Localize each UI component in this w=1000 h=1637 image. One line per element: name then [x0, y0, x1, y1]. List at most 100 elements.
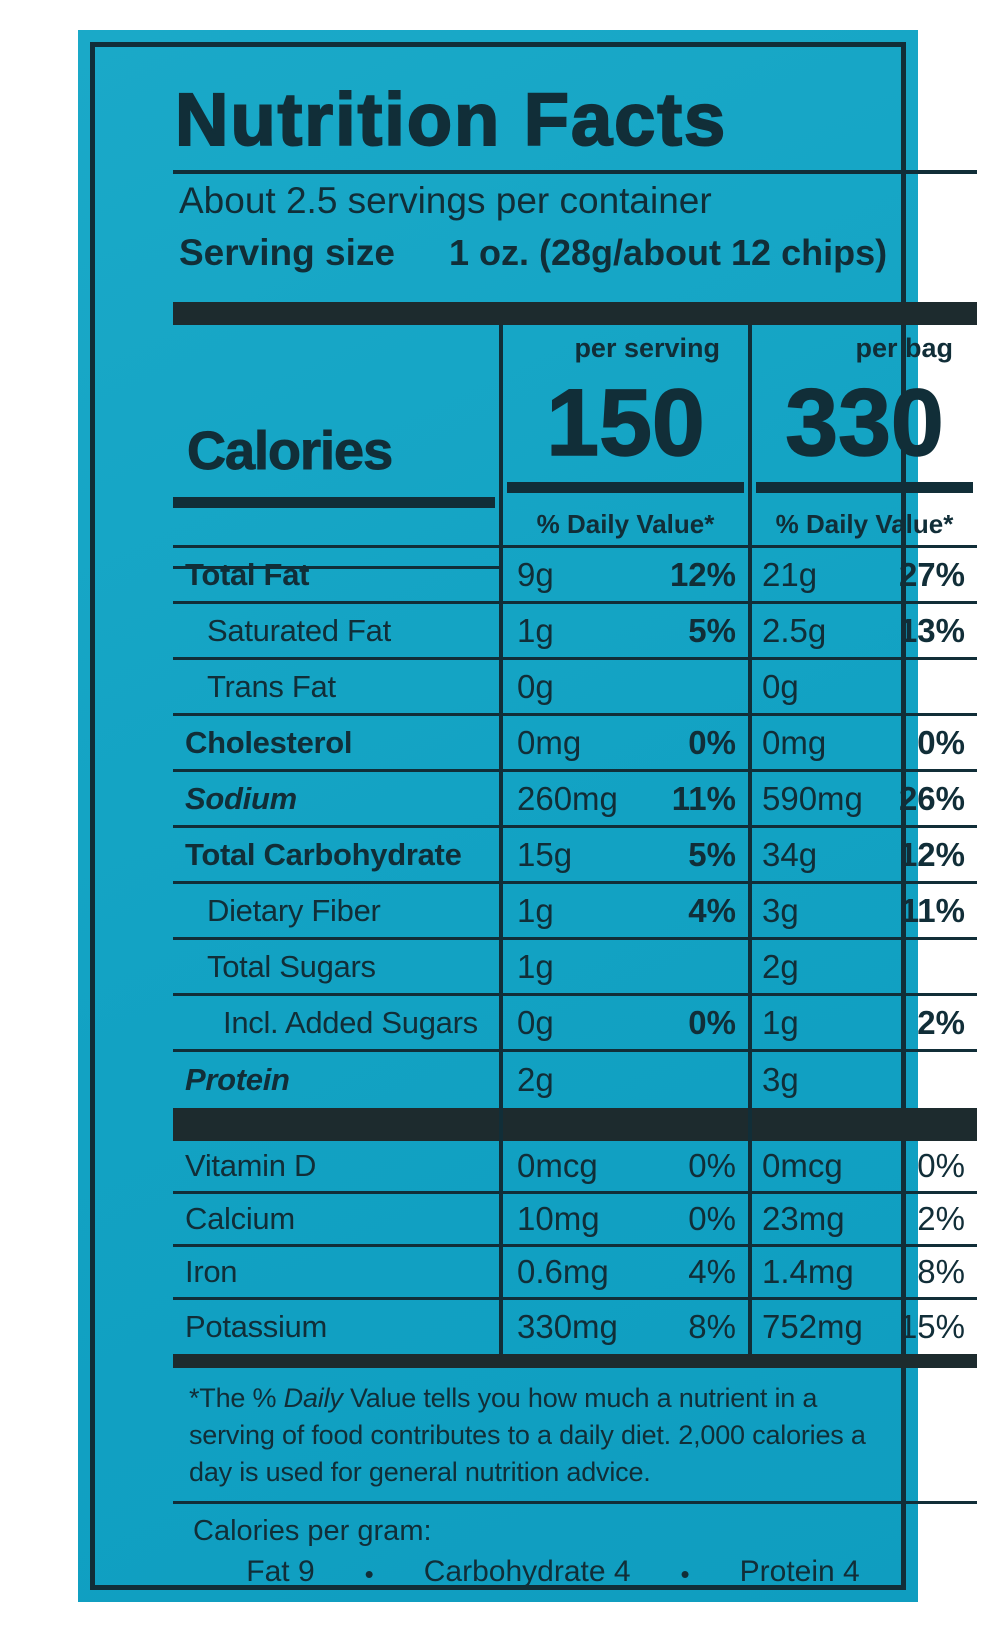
footnote-line1-suffix: Value tells you how much a nutrient in a: [342, 1383, 818, 1413]
nutrition-facts-label: Nutrition Facts About 2.5 servings per c…: [78, 30, 977, 1602]
nutrient-name: Protein: [185, 1062, 290, 1097]
per-bag-amount: 3g: [762, 891, 799, 929]
micronutrient-rows: Vitamin D 0mcg 0% 0mcg 0% Calcium 10mg 0…: [173, 1141, 977, 1353]
per-serving-daily-value: 4%: [688, 1253, 736, 1290]
calories-per-bag-value: 330: [784, 369, 944, 477]
nutrient-name: Trans Fat: [207, 668, 336, 704]
per-bag-amount: 3g: [762, 1061, 799, 1098]
thick-separator-mid-left: [173, 1108, 499, 1141]
per-bag-daily-value: 27%: [898, 555, 965, 593]
bullet-separator: •: [364, 1559, 374, 1589]
per-serving-daily-value: 0%: [688, 1147, 736, 1184]
per-bag-column-header: per bag: [855, 333, 953, 363]
column-divider-1: [499, 325, 503, 1354]
nutrient-name: Vitamin D: [185, 1148, 317, 1183]
per-bag-daily-value: 15%: [898, 1307, 965, 1345]
daily-value-header-per-bag: % Daily Value*: [775, 509, 954, 539]
nutrient-row: Dietary Fiber 1g 4% 3g 11%: [173, 884, 977, 940]
calories-per-gram-protein: Protein 4: [739, 1555, 860, 1588]
per-serving-daily-value: 5%: [688, 835, 736, 873]
nutrient-row: Calcium 10mg 0% 23mg 2%: [173, 1194, 977, 1247]
nutrient-row: Total Carbohydrate 15g 5% 34g 12%: [173, 828, 977, 884]
nutrient-name: Potassium: [185, 1308, 328, 1344]
per-serving-amount: 260mg: [517, 779, 618, 817]
bullet-separator: •: [680, 1559, 690, 1589]
nutrient-row: Trans Fat 0g 0g: [173, 660, 977, 716]
left-column-double-line: [173, 566, 499, 569]
thick-separator-mid-right: [752, 1108, 977, 1141]
nutrient-row: Total Fat 9g 12% 21g 27%: [173, 548, 977, 604]
per-bag-amount: 21g: [762, 555, 818, 593]
per-serving-daily-value: 8%: [688, 1307, 736, 1345]
servings-per-container: About 2.5 servings per container: [179, 180, 712, 221]
per-bag-daily-value: 0%: [917, 1147, 965, 1184]
nutrient-row: Vitamin D 0mcg 0% 0mcg 0%: [173, 1141, 977, 1194]
macronutrient-rows: Total Fat 9g 12% 21g 27% Saturated Fat 1…: [173, 548, 977, 1108]
nutrient-name: Sodium: [185, 780, 297, 816]
calories-per-gram-fat: Fat 9: [246, 1555, 315, 1588]
per-serving-amount: 1g: [517, 611, 554, 649]
label-content: Nutrition Facts About 2.5 servings per c…: [173, 77, 977, 1615]
thick-separator-bottom: [173, 1354, 977, 1368]
per-serving-amount: 1g: [517, 947, 554, 985]
calories-per-serving-value: 150: [545, 369, 705, 477]
footnote-line1-prefix: *The %: [189, 1383, 284, 1413]
per-bag-daily-value: 12%: [898, 835, 965, 873]
nutrient-row: Incl. Added Sugars 0g 0% 1g 2%: [173, 996, 977, 1052]
per-bag-amount: 0mg: [762, 723, 827, 761]
per-bag-daily-value: 2%: [917, 1200, 965, 1237]
nutrient-name: Dietary Fiber: [207, 892, 381, 928]
per-bag-daily-value: 2%: [917, 1003, 965, 1041]
nutrient-row: Total Sugars 1g 2g: [173, 940, 977, 996]
per-bag-amount: 34g: [762, 835, 818, 873]
calories-thick-rule-per-bag: [756, 482, 973, 493]
nutrient-name: Incl. Added Sugars: [223, 1004, 478, 1040]
nutrient-name: Cholesterol: [185, 724, 353, 760]
nutrient-row: Protein 2g 3g: [173, 1052, 977, 1108]
footnote-divider-rule: [173, 1501, 977, 1504]
thick-separator-mid-center: [503, 1108, 748, 1141]
calories-section: per serving per bag Calories 150 330 % D…: [173, 325, 977, 548]
column-divider-2: [748, 325, 752, 1354]
daily-value-header-per-serving: % Daily Value*: [536, 509, 715, 539]
per-bag-amount: 2.5g: [762, 611, 827, 649]
per-serving-daily-value: 4%: [688, 891, 736, 929]
per-serving-amount: 2g: [517, 1061, 554, 1098]
nutrient-name: Total Fat: [185, 556, 310, 592]
serving-size-value: 1 oz. (28g/about 12 chips): [449, 232, 888, 273]
calories-label: Calories: [186, 421, 393, 482]
per-bag-daily-value: 8%: [917, 1253, 965, 1290]
per-serving-daily-value: 0%: [688, 1200, 736, 1237]
nutrient-name: Saturated Fat: [207, 612, 391, 648]
per-bag-amount: 1g: [762, 1003, 799, 1041]
serving-size-label: Serving size: [179, 232, 395, 273]
per-serving-daily-value: 5%: [688, 611, 736, 649]
calories-per-gram-values: Fat 9 • Carbohydrate 4 • Protein 4: [173, 1555, 933, 1593]
per-serving-amount: 330mg: [517, 1307, 618, 1345]
nutrient-name: Iron: [185, 1254, 238, 1289]
label-border-frame: [90, 42, 906, 1590]
calories-per-gram-carbohydrate: Carbohydrate 4: [423, 1555, 631, 1588]
per-bag-amount: 2g: [762, 947, 799, 985]
per-serving-amount: 0mg: [517, 723, 582, 761]
per-serving-amount: 0.6mg: [517, 1253, 609, 1290]
per-serving-daily-value: 12%: [669, 555, 736, 593]
per-serving-amount: 0mcg: [517, 1147, 598, 1184]
per-serving-amount: 0g: [517, 1003, 554, 1041]
footnote-line1-italic: Daily: [283, 1383, 343, 1413]
per-serving-daily-value: 0%: [688, 1003, 736, 1041]
per-bag-daily-value: 11%: [900, 891, 965, 929]
calories-thick-rule-left: [173, 497, 495, 508]
per-bag-amount: 23mg: [762, 1200, 845, 1237]
nutrient-row: Sodium 260mg 11% 590mg 26%: [173, 772, 977, 828]
nutrient-name: Calcium: [185, 1201, 295, 1236]
nutrient-name: Total Sugars: [207, 948, 376, 984]
per-bag-daily-value: 13%: [898, 611, 965, 649]
per-bag-amount: 1.4mg: [762, 1253, 854, 1290]
per-serving-amount: 15g: [517, 835, 573, 873]
nutrient-row: Cholesterol 0mg 0% 0mg 0%: [173, 716, 977, 772]
per-serving-amount: 0g: [517, 667, 554, 705]
daily-value-underline: [173, 545, 977, 548]
footnote-line3: day is used for general nutrition advice…: [189, 1457, 651, 1487]
